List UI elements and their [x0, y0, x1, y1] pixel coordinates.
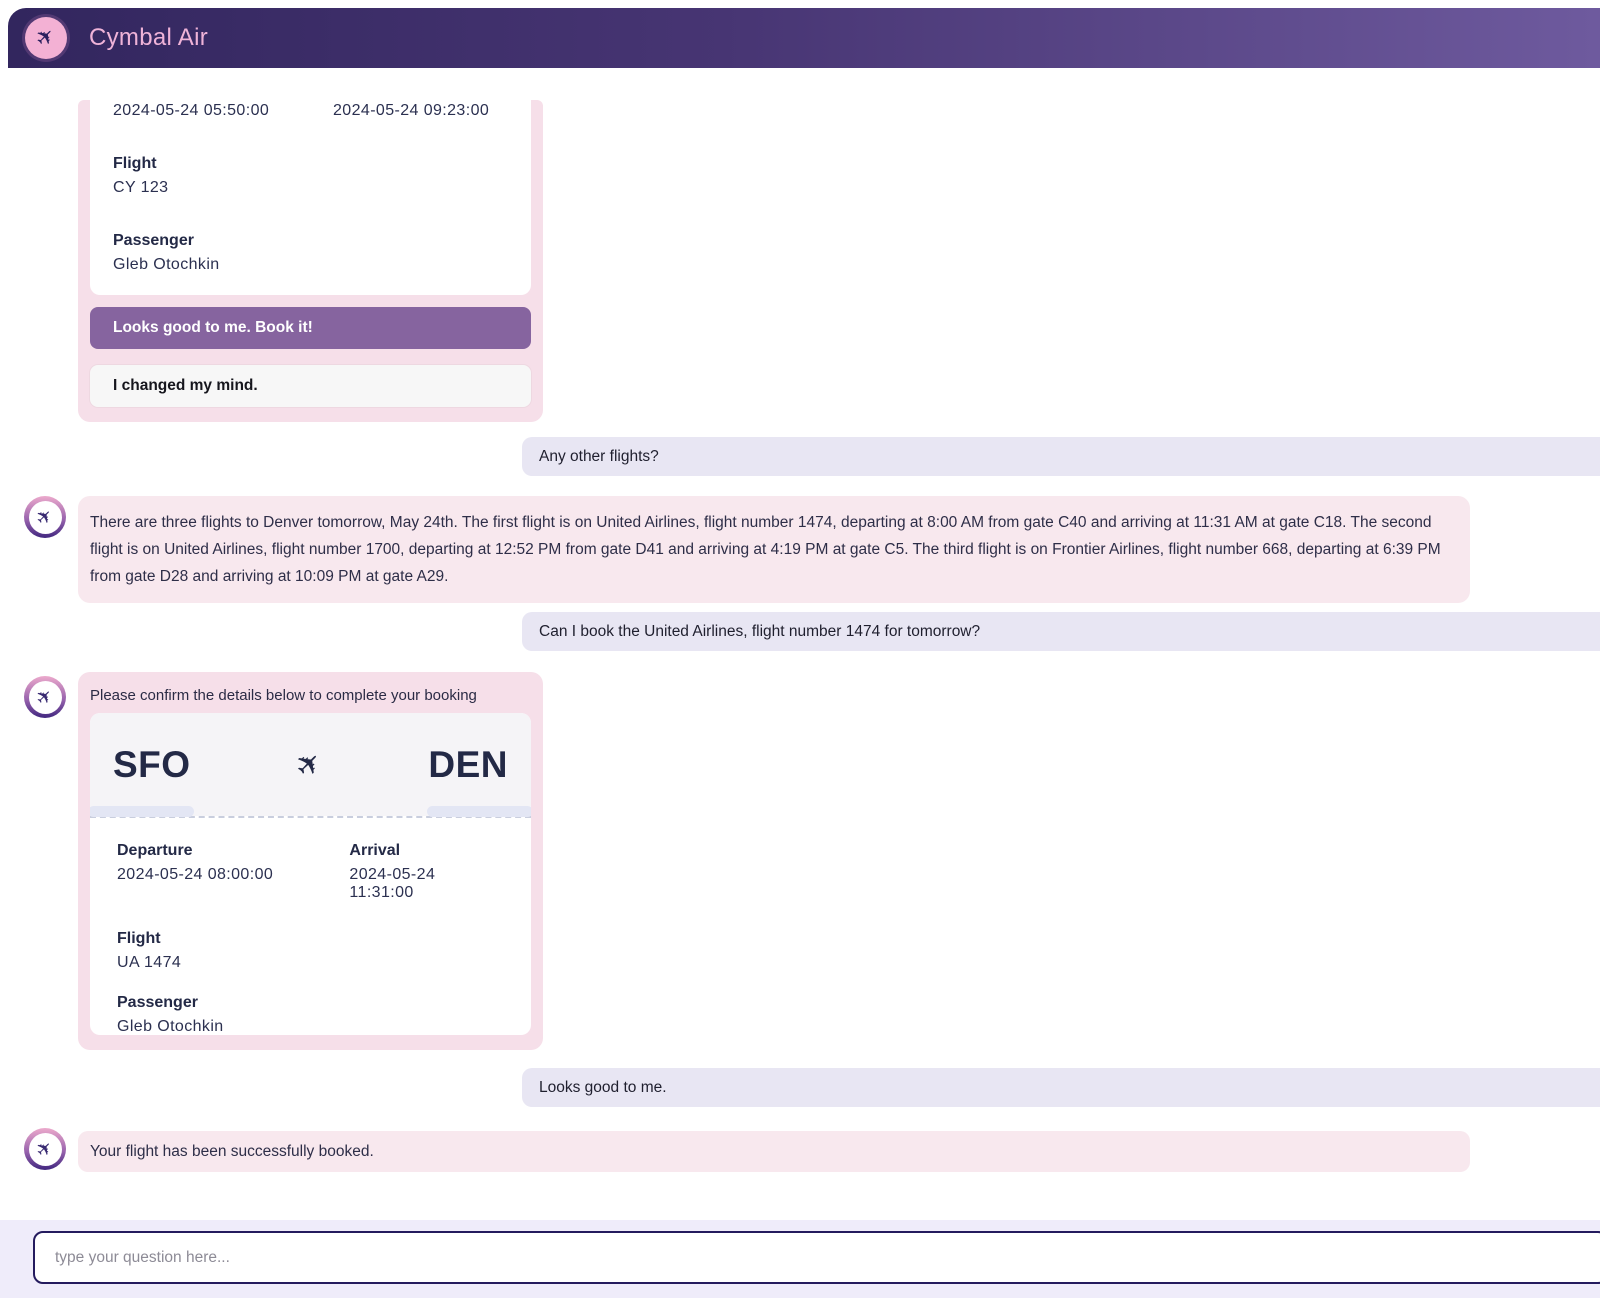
origin-airport-code: SFO: [113, 743, 191, 785]
departure-time: 2024-05-24 08:00:00: [117, 866, 274, 883]
passenger-label: Passenger: [117, 994, 198, 1011]
input-bar: [0, 1220, 1600, 1298]
brand-logo: ✈: [25, 17, 67, 59]
user-message-any-other-flights: Any other flights?: [522, 437, 1600, 476]
app-header: ✈ Cymbal Air: [8, 8, 1600, 68]
airplane-icon: ✈: [31, 683, 59, 711]
flight-label: Flight: [117, 930, 161, 947]
booking-confirmation-panel: Please confirm the details below to comp…: [78, 672, 543, 1050]
flight-value: UA 1474: [117, 954, 182, 971]
airplane-icon: ✈: [287, 742, 331, 786]
bot-avatar-ring: ✈: [28, 500, 62, 534]
airplane-icon: ✈: [31, 503, 59, 531]
ticket-route-header: SFO ✈ DEN: [90, 713, 531, 816]
airplane-icon: ✈: [31, 1135, 59, 1163]
book-it-button[interactable]: Looks good to me. Book it!: [90, 307, 531, 349]
user-message-confirmation: Looks good to me.: [522, 1068, 1600, 1107]
ticket-notch-right: [427, 806, 531, 817]
bot-avatar: ✈: [24, 1128, 66, 1170]
passenger-value: Gleb Otochkin: [117, 1018, 224, 1035]
bot-avatar-ring: ✈: [28, 1132, 62, 1166]
app-title: Cymbal Air: [89, 24, 209, 51]
pending-passenger-value: Gleb Otochkin: [113, 256, 220, 273]
airplane-icon: ✈: [30, 22, 62, 54]
pending-passenger-label: Passenger: [113, 232, 194, 249]
arrival-label: Arrival: [349, 842, 401, 859]
ticket-perforation-divider: [90, 806, 531, 818]
departure-label: Departure: [117, 842, 193, 859]
pending-arrival-time: 2024-05-24 09:23:00: [333, 102, 490, 119]
pending-flight-value: CY 123: [113, 179, 169, 196]
arrival-time: 2024-05-24 11:31:00: [349, 866, 436, 901]
ticket-details: Departure 2024-05-24 08:00:00 Arrival 20…: [90, 816, 531, 1035]
bot-message-booking-success: Your flight has been successfully booked…: [78, 1131, 1470, 1172]
pending-booking-card: 2024-05-24 05:50:00 2024-05-24 09:23:00 …: [90, 68, 531, 295]
ticket-notch-left: [90, 806, 194, 817]
bot-message-flight-options: There are three flights to Denver tomorr…: [78, 496, 1470, 603]
question-input[interactable]: [33, 1231, 1600, 1284]
changed-mind-button[interactable]: I changed my mind.: [90, 365, 531, 407]
bot-avatar: ✈: [24, 496, 66, 538]
bot-avatar-ring: ✈: [28, 680, 62, 714]
bot-avatar: ✈: [24, 676, 66, 718]
pending-flight-label: Flight: [113, 155, 157, 172]
booking-confirmation-intro: Please confirm the details below to comp…: [90, 687, 477, 704]
flight-ticket-card: SFO ✈ DEN Departure 2024-05-24 08:00:00 …: [90, 713, 531, 1035]
pending-departure-time: 2024-05-24 05:50:00: [113, 102, 270, 119]
user-message-book-request: Can I book the United Airlines, flight n…: [522, 612, 1600, 651]
destination-airport-code: DEN: [428, 743, 508, 785]
